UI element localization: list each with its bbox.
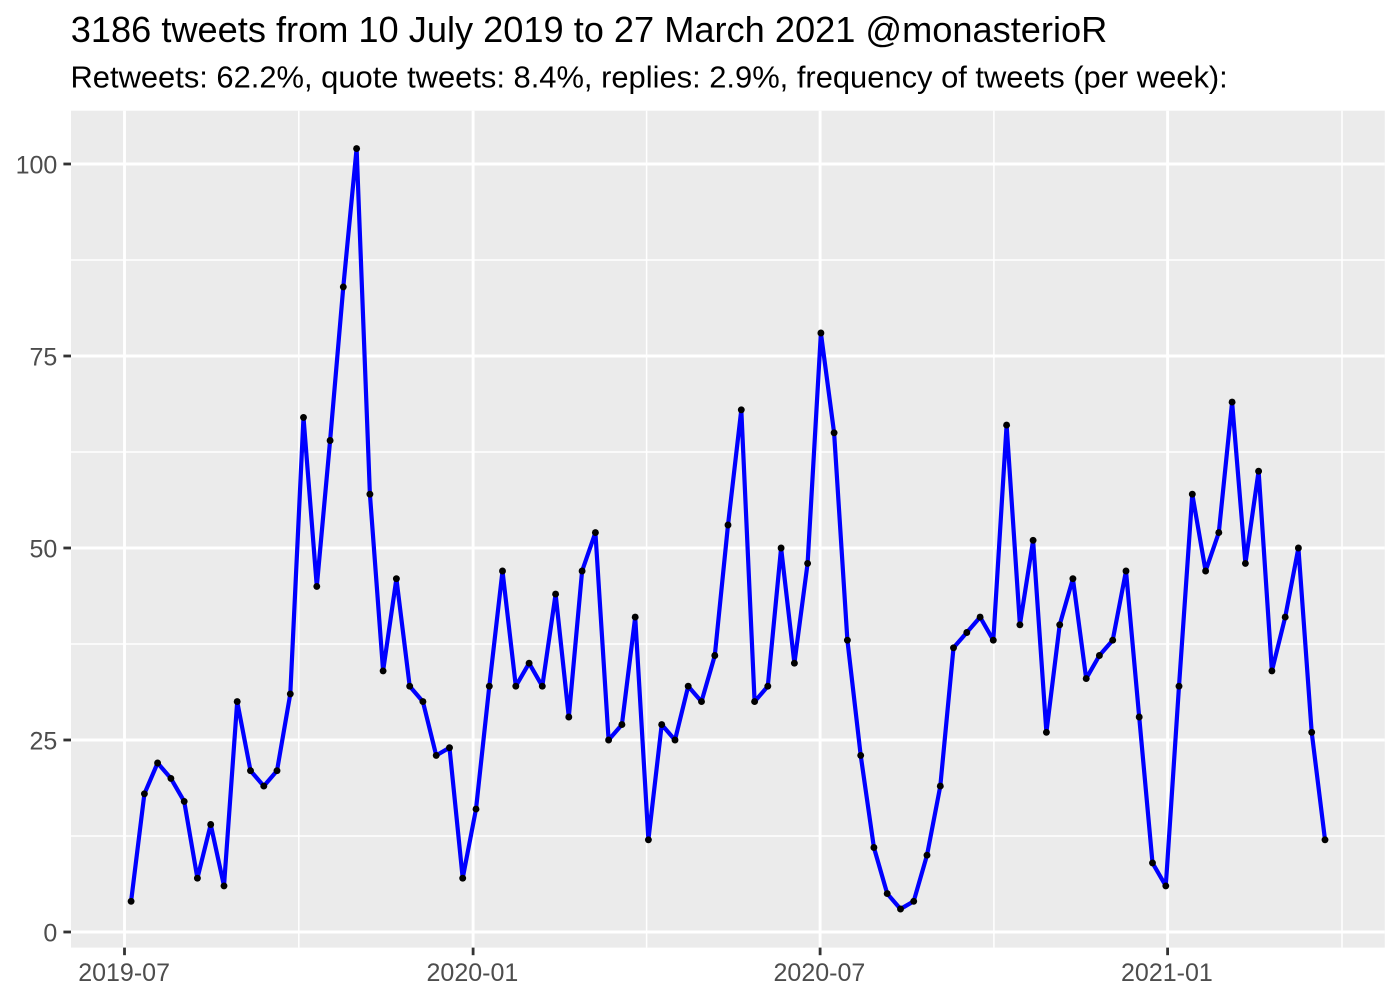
svg-text:2021-01: 2021-01 bbox=[1121, 959, 1213, 987]
svg-text:3186 tweets from 10 July 2019: 3186 tweets from 10 July 2019 to 27 Marc… bbox=[71, 9, 1107, 50]
svg-text:0: 0 bbox=[43, 920, 57, 948]
svg-text:2020-01: 2020-01 bbox=[427, 959, 519, 987]
svg-text:2020-07: 2020-07 bbox=[774, 959, 866, 987]
svg-text:25: 25 bbox=[29, 728, 57, 756]
svg-text:2019-07: 2019-07 bbox=[78, 959, 170, 987]
svg-text:75: 75 bbox=[29, 344, 57, 372]
svg-text:Retweets: 62.2%, quote tweets:: Retweets: 62.2%, quote tweets: 8.4%, rep… bbox=[71, 60, 1228, 95]
svg-text:50: 50 bbox=[29, 536, 57, 564]
svg-text:100: 100 bbox=[16, 152, 58, 180]
